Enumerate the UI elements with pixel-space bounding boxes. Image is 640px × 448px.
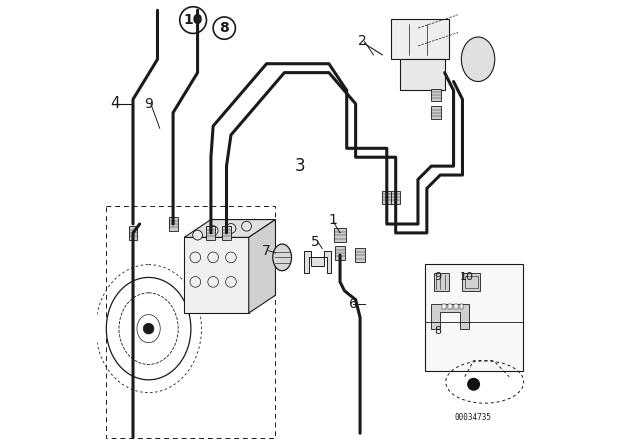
Circle shape xyxy=(226,224,236,233)
Bar xyxy=(433,273,449,291)
Bar xyxy=(442,304,446,309)
Bar xyxy=(168,217,177,231)
Text: 10: 10 xyxy=(184,13,203,27)
Circle shape xyxy=(193,230,202,240)
Polygon shape xyxy=(184,220,275,237)
Bar xyxy=(222,226,231,240)
Text: 4: 4 xyxy=(110,96,120,111)
Text: 5: 5 xyxy=(311,235,320,249)
Bar xyxy=(454,304,458,309)
Text: 9: 9 xyxy=(144,97,153,111)
Bar xyxy=(431,107,441,119)
Bar xyxy=(448,304,452,309)
Bar xyxy=(391,191,400,203)
Bar xyxy=(184,237,249,313)
Bar xyxy=(129,226,138,240)
Text: 10: 10 xyxy=(460,272,474,282)
Text: 3: 3 xyxy=(294,157,305,175)
Bar xyxy=(391,19,449,59)
Text: 2: 2 xyxy=(358,34,367,48)
Bar xyxy=(382,191,391,203)
Ellipse shape xyxy=(461,37,495,82)
Circle shape xyxy=(242,221,252,231)
Bar xyxy=(335,246,345,260)
Bar xyxy=(463,273,480,291)
Text: 00034735: 00034735 xyxy=(454,413,492,422)
Polygon shape xyxy=(305,251,331,273)
Bar xyxy=(400,59,445,90)
Bar xyxy=(335,228,346,242)
Bar xyxy=(465,276,477,288)
Ellipse shape xyxy=(273,244,291,271)
Bar xyxy=(106,206,275,438)
Text: 9: 9 xyxy=(434,272,441,282)
Circle shape xyxy=(143,323,154,334)
Text: 8: 8 xyxy=(434,326,441,336)
Polygon shape xyxy=(249,220,275,313)
Text: 1: 1 xyxy=(329,212,338,227)
Polygon shape xyxy=(431,304,469,329)
Bar xyxy=(355,249,365,262)
Text: 7: 7 xyxy=(262,244,271,258)
Circle shape xyxy=(208,226,218,236)
Bar xyxy=(431,89,441,101)
Bar xyxy=(207,226,216,240)
Bar xyxy=(424,264,523,371)
Text: 6: 6 xyxy=(349,297,358,311)
Circle shape xyxy=(468,379,479,390)
Text: 8: 8 xyxy=(220,21,229,35)
Bar xyxy=(460,304,463,309)
